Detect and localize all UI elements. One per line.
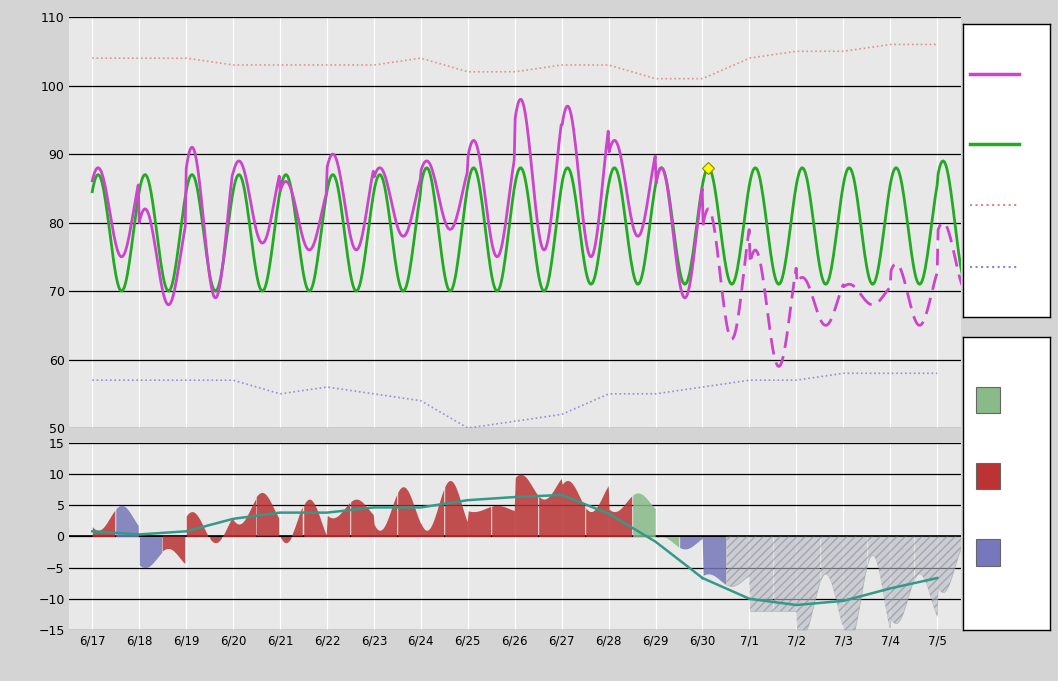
Bar (975, 539, 1000, 565)
Bar (975, 387, 1000, 413)
Bar (975, 463, 1000, 490)
